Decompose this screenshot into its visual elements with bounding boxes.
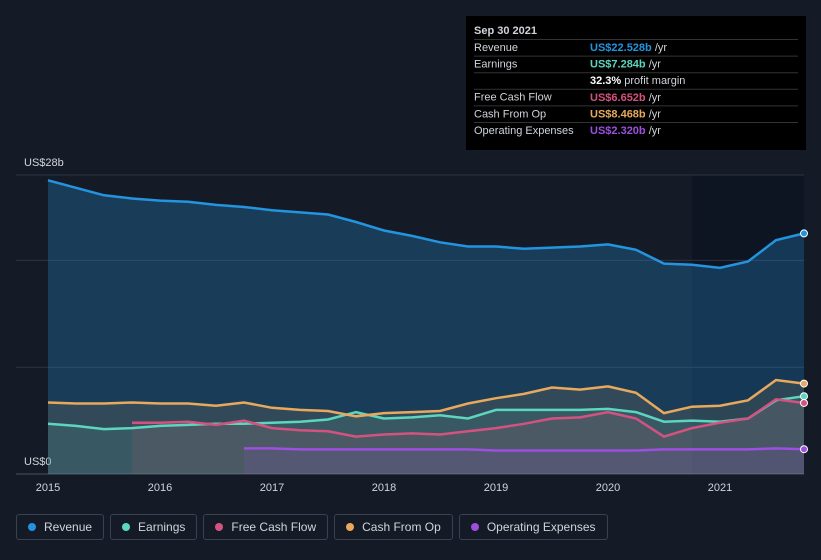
tooltip-value: US$22.528b /yr <box>590 42 667 54</box>
legend-label: Cash From Op <box>362 520 441 534</box>
tooltip-label: Revenue <box>474 42 518 54</box>
tooltip-label: Cash From Op <box>474 108 546 120</box>
tooltip-label: Free Cash Flow <box>474 92 552 104</box>
legend-label: Operating Expenses <box>486 520 596 534</box>
end-point <box>800 392 808 401</box>
tooltip-value: US$8.468b /yr <box>590 108 661 120</box>
legend-swatch <box>215 523 224 531</box>
tooltip-date: Sep 30 2021 <box>474 25 537 37</box>
series-line <box>132 397 805 438</box>
tooltip-value-number: US$22.528b <box>590 42 652 54</box>
tooltip-value-unit: /yr <box>649 125 662 137</box>
series-area <box>48 180 804 475</box>
legend-item[interactable]: Earnings <box>110 514 198 540</box>
tooltip-value: 32.3% profit margin <box>590 75 685 87</box>
end-point <box>800 398 808 407</box>
tooltip-value: US$6.652b /yr <box>590 92 661 104</box>
legend: Revenue Earnings Free Cash Flow Cash From O… <box>16 514 608 540</box>
tooltip-value-number: US$8.468b <box>590 108 646 120</box>
legend-swatch <box>346 523 355 531</box>
tooltip-value-unit: /yr <box>649 92 662 104</box>
legend-item[interactable]: Free Cash Flow <box>203 514 329 540</box>
chart: US$0 US$28b 2015 2016 2017 2018 2019 2020 2021 <box>16 157 808 494</box>
series-line <box>47 179 805 270</box>
tooltip-value-number: US$6.652b <box>590 92 646 104</box>
legend-swatch <box>470 523 479 531</box>
series-line <box>244 447 805 452</box>
x-tick-label: 2017 <box>260 482 284 494</box>
series-line <box>47 394 805 431</box>
y-tick-label: US$28b <box>24 157 64 169</box>
x-tick-label: 2015 <box>36 482 60 494</box>
x-tick-label: 2016 <box>148 482 172 494</box>
legend-label: Earnings <box>138 520 186 534</box>
tooltip-value-unit: /yr <box>655 42 668 54</box>
legend-swatch <box>122 523 131 531</box>
end-point <box>800 229 808 238</box>
tooltip-value-unit: /yr <box>649 108 662 120</box>
end-point <box>800 445 808 454</box>
legend-item[interactable]: Revenue <box>16 514 105 540</box>
legend-swatch <box>28 523 36 531</box>
tooltip: Sep 30 2021 Revenue US$22.528b /yr Earnings… <box>466 16 806 150</box>
series-area <box>244 448 804 474</box>
tooltip-value: US$7.284b /yr <box>590 59 661 71</box>
x-tick-label: 2020 <box>596 482 620 494</box>
x-tick-label: 2019 <box>484 482 508 494</box>
tooltip-value-number: 32.3% <box>590 75 621 87</box>
tooltip-value: US$2.320b /yr <box>590 125 661 137</box>
legend-label: Free Cash Flow <box>231 520 317 534</box>
series-line <box>47 378 805 418</box>
tooltip-value-unit: /yr <box>649 59 662 71</box>
tooltip-value-unit: profit margin <box>624 75 685 87</box>
tooltip-label: Operating Expenses <box>474 125 574 137</box>
x-tick-label: 2018 <box>372 482 396 494</box>
legend-item[interactable]: Cash From Op <box>334 514 453 540</box>
tooltip-value-number: US$7.284b <box>590 59 646 71</box>
tooltip-value-number: US$2.320b <box>590 125 646 137</box>
legend-item[interactable]: Operating Expenses <box>458 514 608 540</box>
series-area <box>132 399 804 474</box>
x-tick-label: 2021 <box>708 482 732 494</box>
end-point <box>800 379 808 388</box>
legend-label: Revenue <box>44 520 93 534</box>
tooltip-label: Earnings <box>474 59 518 71</box>
y-tick-label: US$0 <box>24 456 52 468</box>
